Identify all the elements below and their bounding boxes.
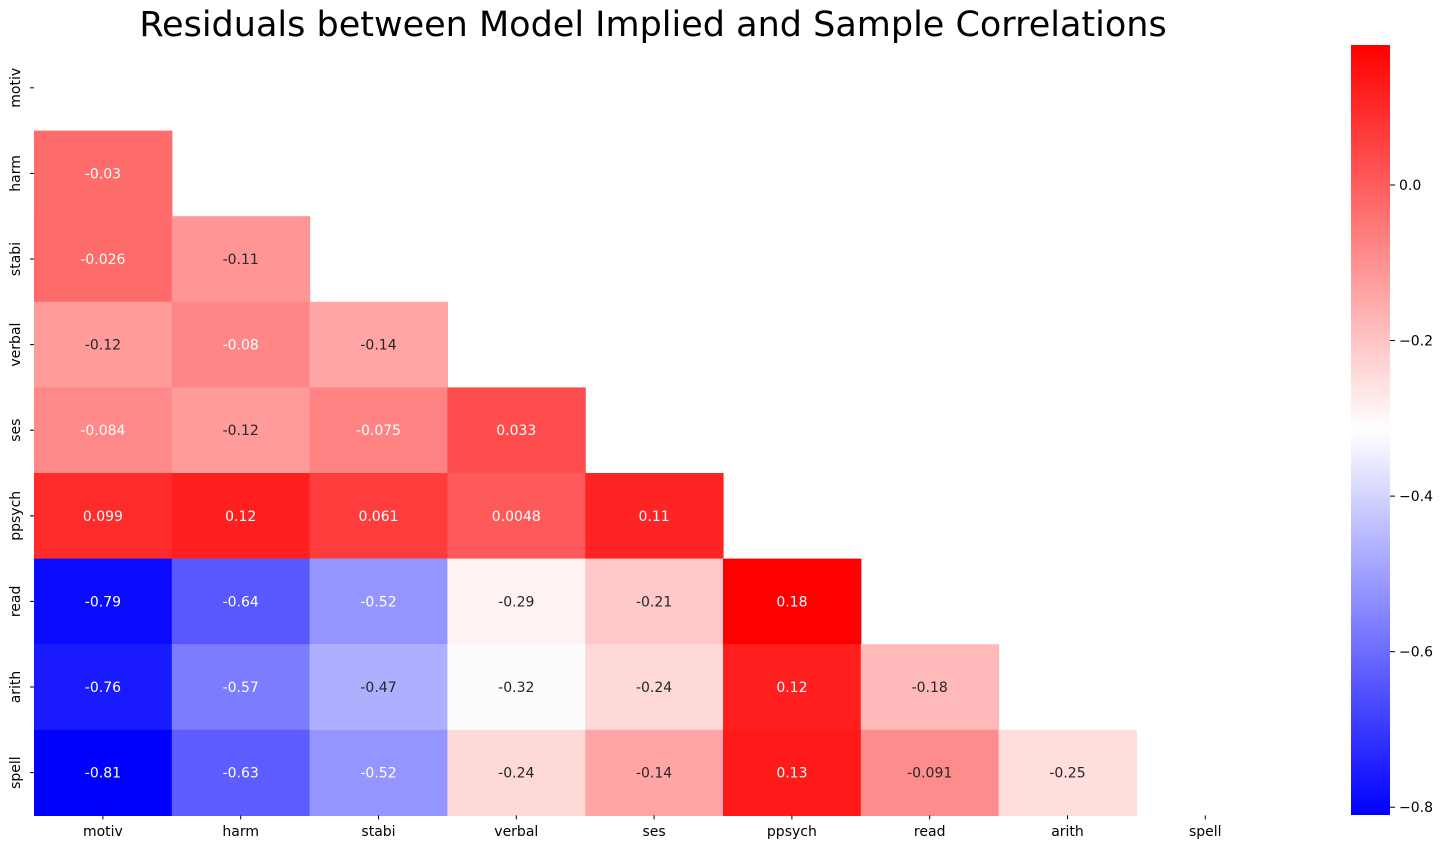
cell-value-label: -0.075 bbox=[356, 423, 401, 439]
heatmap-cell-verbal-motiv bbox=[34, 301, 173, 388]
cell-value-label: -0.25 bbox=[1049, 766, 1085, 782]
y-tick-label-harm: harm bbox=[8, 155, 24, 192]
cell-value-label: -0.03 bbox=[85, 166, 121, 182]
x-tick-label-motiv: motiv bbox=[83, 824, 123, 840]
heatmap-cell-spell-read bbox=[860, 729, 1000, 816]
cell-value-label: 0.12 bbox=[776, 680, 807, 696]
heatmap-cell-harm-motiv bbox=[34, 130, 173, 217]
x-tick-label-ppsych: ppsych bbox=[767, 824, 817, 840]
y-tick-label-ses: ses bbox=[8, 419, 24, 442]
cell-value-label: -0.12 bbox=[85, 338, 121, 354]
cell-value-label: -0.64 bbox=[223, 594, 259, 610]
heatmap-cell-arith-read bbox=[860, 644, 1000, 731]
heatmap-cell-read-ppsych bbox=[723, 558, 862, 645]
heatmap-cell-ppsych-verbal bbox=[447, 473, 586, 560]
heatmap-cell-ppsych-stabi bbox=[309, 473, 448, 560]
heatmap-cell-ppsych-ses bbox=[585, 473, 724, 560]
cell-value-label: -0.29 bbox=[498, 594, 534, 610]
cell-value-label: 0.12 bbox=[225, 509, 256, 525]
heatmap-cell-arith-motiv bbox=[34, 644, 173, 731]
cell-value-label: -0.091 bbox=[907, 766, 952, 782]
cell-value-label: -0.084 bbox=[80, 423, 125, 439]
heatmap-cell-arith-ppsych bbox=[723, 644, 862, 731]
x-tick-label-ses: ses bbox=[642, 824, 665, 840]
colorbar-tick-label: −0.8 bbox=[1399, 800, 1433, 816]
heatmap-cell-spell-harm bbox=[171, 729, 311, 816]
heatmap-cell-read-stabi bbox=[309, 558, 448, 645]
heatmap-cell-spell-verbal bbox=[447, 729, 586, 816]
cell-value-label: -0.21 bbox=[636, 594, 672, 610]
heatmap-cell-stabi-motiv bbox=[34, 216, 173, 303]
colorbar-tick-label: −0.4 bbox=[1399, 489, 1433, 505]
colorbar-tick-label: −0.6 bbox=[1399, 645, 1433, 661]
cell-value-label: -0.76 bbox=[85, 680, 121, 696]
heatmap-cell-verbal-stabi bbox=[309, 301, 448, 388]
x-tick-label-stabi: stabi bbox=[361, 824, 395, 840]
heatmap-cell-read-harm bbox=[171, 558, 311, 645]
cell-value-label: 0.033 bbox=[496, 423, 536, 439]
cell-value-label: -0.32 bbox=[498, 680, 534, 696]
chart-title: Residuals between Model Implied and Samp… bbox=[139, 5, 1166, 45]
cell-value-label: -0.18 bbox=[912, 680, 948, 696]
y-tick-label-spell: spell bbox=[8, 756, 24, 789]
cell-value-label: -0.026 bbox=[80, 252, 125, 268]
colorbar bbox=[1351, 45, 1390, 815]
cell-value-label: -0.14 bbox=[636, 766, 672, 782]
cell-value-label: 0.061 bbox=[358, 509, 398, 525]
heatmap-cell-arith-stabi bbox=[309, 644, 448, 731]
cell-value-label: 0.18 bbox=[776, 594, 807, 610]
cell-value-label: -0.12 bbox=[223, 423, 259, 439]
y-tick-label-arith: arith bbox=[8, 671, 24, 704]
colorbar-tick-label: −0.2 bbox=[1399, 334, 1433, 350]
heatmap-cell-ppsych-harm bbox=[171, 473, 311, 560]
heatmap-cell-ses-stabi bbox=[309, 387, 448, 474]
heatmap-cell-ses-verbal bbox=[447, 387, 586, 474]
heatmap-cell-spell-arith bbox=[998, 729, 1137, 816]
x-tick-label-spell: spell bbox=[1189, 824, 1222, 840]
x-tick-label-read: read bbox=[914, 824, 946, 840]
cell-value-label: -0.24 bbox=[498, 766, 534, 782]
y-tick-label-motiv: motiv bbox=[8, 68, 24, 108]
x-tick-label-harm: harm bbox=[222, 824, 259, 840]
cell-value-label: -0.08 bbox=[223, 338, 259, 354]
heatmap-cell-verbal-harm bbox=[171, 301, 311, 388]
heatmap-cell-read-ses bbox=[585, 558, 724, 645]
cell-value-label: 0.099 bbox=[83, 509, 123, 525]
cell-value-label: -0.52 bbox=[360, 594, 396, 610]
heatmap-cell-read-verbal bbox=[447, 558, 586, 645]
heatmap-cell-arith-harm bbox=[171, 644, 311, 731]
cell-value-label: -0.81 bbox=[85, 766, 121, 782]
cell-value-label: -0.63 bbox=[223, 766, 259, 782]
heatmap-cell-spell-ppsych bbox=[723, 729, 862, 816]
heatmap-cell-arith-ses bbox=[585, 644, 724, 731]
cell-value-label: -0.24 bbox=[636, 680, 672, 696]
x-tick-label-arith: arith bbox=[1051, 824, 1084, 840]
heatmap-cell-ppsych-motiv bbox=[34, 473, 173, 560]
cell-value-label: 0.0048 bbox=[492, 509, 541, 525]
heatmap-cell-spell-ses bbox=[585, 729, 724, 816]
heatmap-cell-stabi-harm bbox=[171, 216, 311, 303]
cell-value-label: -0.47 bbox=[360, 680, 396, 696]
x-tick-label-verbal: verbal bbox=[494, 824, 538, 840]
y-tick-label-ppsych: ppsych bbox=[8, 491, 24, 541]
cell-value-label: -0.57 bbox=[223, 680, 259, 696]
y-tick-label-read: read bbox=[8, 586, 24, 618]
heatmap-cell-spell-stabi bbox=[309, 729, 448, 816]
heatmap-cell-ses-motiv bbox=[34, 387, 173, 474]
cell-value-label: -0.79 bbox=[85, 594, 121, 610]
cell-value-label: -0.14 bbox=[360, 338, 396, 354]
heatmap-cell-arith-verbal bbox=[447, 644, 586, 731]
y-tick-label-stabi: stabi bbox=[8, 242, 24, 276]
cell-value-label: -0.11 bbox=[223, 252, 259, 268]
cell-value-label: 0.13 bbox=[776, 766, 807, 782]
cell-value-label: 0.11 bbox=[639, 509, 670, 525]
y-tick-label-verbal: verbal bbox=[8, 323, 24, 367]
cell-value-label: -0.52 bbox=[360, 766, 396, 782]
heatmap-cell-spell-motiv bbox=[34, 729, 173, 816]
heatmap-cell-read-motiv bbox=[34, 558, 173, 645]
colorbar-tick-label: 0.0 bbox=[1399, 178, 1421, 194]
heatmap-cell-ses-harm bbox=[171, 387, 311, 474]
